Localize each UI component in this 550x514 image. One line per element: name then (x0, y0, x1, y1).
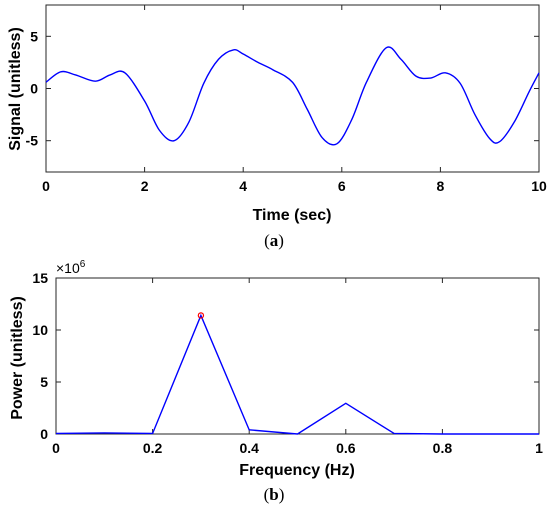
b-y-tick-label: 5 (40, 374, 48, 390)
panel-a: 0 2 4 6 8 10 5 0 -5 Time (sec) Signal (unitless… (7, 4, 547, 250)
panel-a-y-tick-labels: 5 0 -5 (26, 28, 39, 148)
panel-a-x-tick-labels: 0 2 4 6 8 10 (42, 178, 547, 194)
panel-a-axis-ticks (45, 5, 540, 172)
b-x-tick-label: 0.4 (239, 440, 259, 456)
panel-a-signal-line (45, 46, 540, 146)
panel-b: ×106 0 0.2 0.4 0.6 0.8 1 15 10 5 0 Frequency (Hz… (9, 259, 543, 504)
panel-b-power-line (55, 313, 539, 435)
panel-b-plot-area (55, 277, 540, 435)
a-x-tick-label: 10 (531, 178, 547, 194)
a-x-tick-label: 6 (338, 178, 346, 194)
b-x-tick-label: 0.8 (433, 440, 453, 456)
a-y-tick-label: 0 (30, 81, 38, 97)
a-x-tick-label: 4 (239, 178, 247, 194)
b-x-tick-label: 0.6 (336, 440, 356, 456)
panel-b-x-axis-label: Frequency (Hz) (239, 462, 355, 479)
a-y-tick-label: -5 (26, 133, 39, 149)
b-y-tick-label: 0 (40, 426, 48, 442)
panel-b-caption: (b) (264, 485, 285, 504)
panel-a-x-axis-label: Time (sec) (253, 207, 332, 224)
a-x-tick-label: 0 (42, 178, 50, 194)
panel-a-caption: (a) (264, 231, 284, 250)
panel-b-y-axis-label: Power (unitless) (9, 296, 26, 420)
a-y-tick-label: 5 (30, 28, 38, 44)
panel-b-peak-marker (197, 312, 205, 319)
a-x-tick-label: 8 (437, 178, 445, 194)
b-x-tick-label: 1 (535, 440, 543, 456)
b-x-tick-label: 0 (52, 440, 60, 456)
panel-a-plot-area (45, 4, 540, 173)
a-x-tick-label: 2 (141, 178, 149, 194)
panel-b-x-tick-labels: 0 0.2 0.4 0.6 0.8 1 (52, 440, 543, 456)
panel-b-y-tick-labels: 15 10 5 0 (32, 270, 48, 442)
panel-a-y-axis-label: Signal (unitless) (7, 27, 24, 151)
b-x-tick-label: 0.2 (143, 440, 163, 456)
panel-b-exponent-label: ×106 (56, 259, 86, 276)
b-y-tick-label: 15 (32, 270, 48, 286)
b-y-tick-label: 10 (32, 322, 48, 338)
